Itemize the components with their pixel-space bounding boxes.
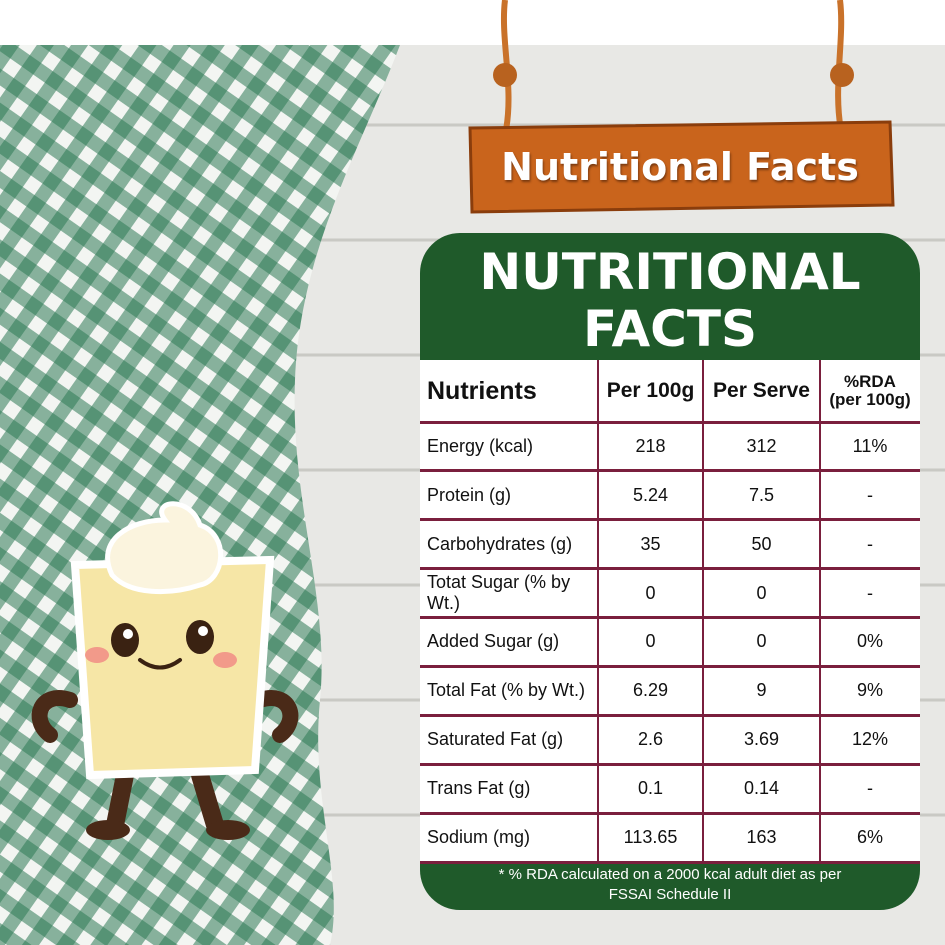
footnote: FSSAI Schedule II xyxy=(608,886,732,903)
nutrition-panel: NUTRITIONAL FACTS Nutrients Per 100g Per S… xyxy=(420,233,920,910)
table-cell: Added Sugar (g) xyxy=(427,631,560,652)
table-cell: Total Fat (% by Wt.) xyxy=(427,680,586,701)
table-cell: 5.24 xyxy=(632,484,669,505)
table-cell: Carbohydrates (g) xyxy=(427,533,573,554)
table-cell: 3.69 xyxy=(743,729,780,750)
table-cell: Saturated Fat (g) xyxy=(427,729,564,750)
column-divider xyxy=(819,360,821,862)
table-cell: 11% xyxy=(852,435,888,456)
header-cell: %RDA (per 100g) xyxy=(820,360,920,422)
table-cell: 12% xyxy=(851,729,889,750)
table-cell: 2.6 xyxy=(637,729,664,750)
sign-title: Nutritional Facts xyxy=(501,145,859,189)
table-cell: 0 xyxy=(756,582,767,603)
footnote: * % RDA calculated on a 2000 kcal adult … xyxy=(498,866,842,883)
row-divider xyxy=(420,420,920,424)
header-text: %RDA xyxy=(844,372,896,391)
table-cell: - xyxy=(867,582,873,603)
row-divider xyxy=(420,616,920,620)
table-cell: - xyxy=(867,533,873,554)
row-divider xyxy=(420,469,920,473)
table-cell: Trans Fat (g) xyxy=(427,778,531,799)
table-cell: - xyxy=(867,778,873,799)
table-cell: 163 xyxy=(746,827,777,848)
table-cell: 6.29 xyxy=(632,680,669,701)
table-cell: Protein (g) xyxy=(427,484,512,505)
panel-title: FACTS xyxy=(583,300,757,358)
table-cell: 113.65 xyxy=(623,827,678,848)
table-cell: 6% xyxy=(856,827,883,848)
nutrition-table: Nutrients Per 100g Per Serve %RDA (per 100g)… xyxy=(420,360,920,864)
table-cell: 0 xyxy=(645,631,656,652)
row-divider xyxy=(420,567,920,571)
column-divider xyxy=(702,360,704,862)
table-cell: 9% xyxy=(856,680,883,701)
table-cell: Totat Sugar (% by Wt.) xyxy=(427,572,571,614)
table-cell: 0.1 xyxy=(637,778,664,799)
row-divider xyxy=(420,860,920,864)
table-cell: 7.5 xyxy=(748,484,775,505)
panel-title: NUTRITIONAL xyxy=(479,243,861,301)
header-cell: Nutrients xyxy=(427,376,537,405)
table-cell: Sodium (mg) xyxy=(427,827,531,848)
row-divider xyxy=(420,664,920,668)
row-divider xyxy=(420,713,920,717)
table-cell: 0 xyxy=(645,582,656,603)
row-divider xyxy=(420,811,920,815)
table-cell: 9 xyxy=(756,680,767,701)
table-cell: 0% xyxy=(856,631,883,652)
table-cell: 50 xyxy=(751,533,772,554)
table-cell: 0 xyxy=(756,631,767,652)
header-cell: Per Serve xyxy=(713,379,810,402)
table-cell: Energy (kcal) xyxy=(427,435,534,456)
table-cell: - xyxy=(867,484,873,505)
table-cell: 0.14 xyxy=(743,778,780,799)
header-cell: Per 100g xyxy=(606,379,695,402)
header-text: (per 100g) xyxy=(829,390,911,409)
table-cell: 218 xyxy=(635,435,666,456)
table-cell: 312 xyxy=(746,435,777,456)
mascot xyxy=(31,501,299,840)
row-divider xyxy=(420,518,920,522)
table-cell: 35 xyxy=(640,533,661,554)
column-divider xyxy=(597,360,599,862)
row-divider xyxy=(420,762,920,766)
